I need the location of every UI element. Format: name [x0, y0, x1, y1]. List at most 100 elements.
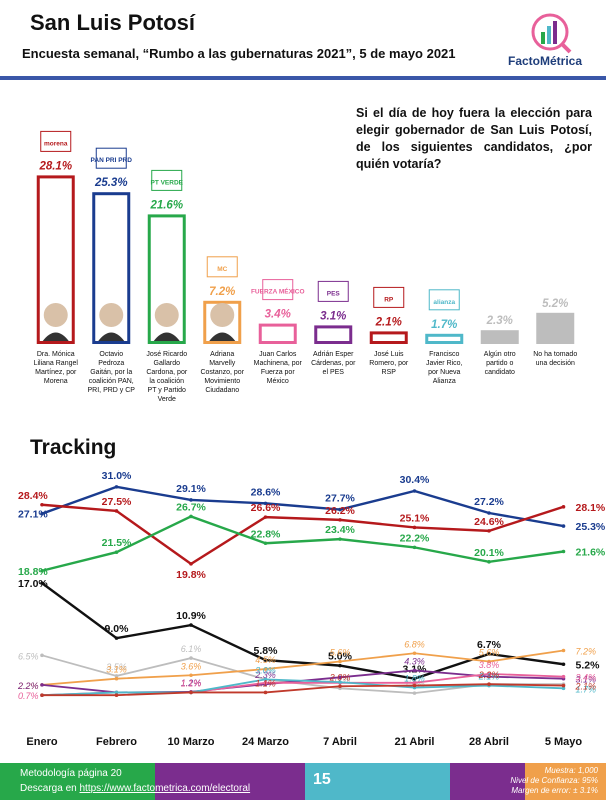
series-point-label: 26.6% — [251, 502, 281, 514]
category-label-line: Pedroza — [98, 360, 124, 367]
party-logo-text: alianza — [433, 299, 455, 306]
series-point-label: 4.3% — [404, 656, 425, 666]
x-tick-label: 24 Marzo — [242, 736, 289, 748]
candidate-body-icon — [42, 332, 69, 341]
party-logo-icon — [206, 256, 238, 278]
series-point — [114, 636, 119, 640]
series-point — [338, 659, 342, 664]
party-logo-icon — [262, 279, 294, 301]
category-label: Dra. Mónica Liliana Rangel Martínez, por Mo… — [34, 351, 79, 385]
category-label-line: Adrián Esper — [313, 351, 354, 358]
x-tick-label: 10 Marzo — [167, 736, 214, 748]
category-label-line: Morena — [44, 378, 68, 385]
tracking-line-chart: 27.1% 31.0% 29.1% 28.6% 27.7% 30.4% 27.2% 25.3%… — [17, 470, 606, 748]
candidate-bar-group: 21.6% PT VERDE José Ricardo Gallardo Cardona… — [146, 169, 188, 403]
series-point-label: 2.0% — [329, 672, 351, 682]
series-point — [40, 683, 44, 687]
party-logo-icon — [40, 130, 72, 152]
candidate-bar — [314, 325, 353, 344]
candidate-bar-chart: 28.1% morena Dra. Mónica Liliana Rangel Mart… — [34, 130, 577, 403]
series-point — [338, 680, 342, 684]
series-point — [189, 623, 193, 627]
category-label-line: Martínez, por — [35, 369, 77, 376]
series-point-label: 21.6% — [576, 547, 606, 559]
page-number: 15 — [313, 771, 331, 788]
candidate-bar-group: 2.1% RP José Luis Romero, por RSP — [369, 286, 409, 376]
x-tick-label: 7 Abril — [323, 736, 357, 748]
confidence-level: Nivel de Confianza: 95% — [510, 776, 598, 785]
category-label-line: Francisco — [429, 351, 459, 358]
series-point-label: 1.2% — [181, 678, 202, 688]
bar-value-label: 3.4% — [265, 309, 291, 321]
series-point-label: 3.1% — [576, 675, 597, 685]
x-tick-label: Febrero — [96, 736, 137, 748]
x-tick-label: 5 Mayo — [545, 736, 583, 748]
footer-color-segment — [525, 763, 606, 800]
series-point-label: 6.1% — [181, 644, 202, 654]
series-point — [338, 675, 342, 680]
series-point-label: 3.5% — [106, 662, 127, 672]
header-rule — [0, 76, 606, 80]
series-point-label: 23.4% — [325, 524, 355, 536]
candidate-bar-group: 3.1% PES Adrián Esper Cárdenas, por el PES — [311, 280, 356, 376]
series-line — [41, 503, 564, 566]
series-point — [561, 648, 566, 653]
series-point — [40, 653, 44, 658]
category-label-line: México — [267, 378, 289, 385]
category-label-line: RSP — [382, 369, 397, 376]
series-point — [114, 509, 119, 513]
candidate-body-icon — [153, 332, 180, 341]
series-point-label: 19.8% — [176, 569, 206, 581]
category-label-line: por Nueva — [428, 369, 460, 376]
category-label-line: José Luis — [374, 351, 404, 358]
series-point — [189, 690, 193, 695]
series-point-label: 3.4% — [576, 673, 597, 683]
series-point-label: 27.2% — [474, 496, 504, 508]
category-label: Algún otro partido o candidato — [484, 351, 516, 376]
candidate-photo-icon — [43, 303, 68, 327]
series-point-label: 3.8% — [479, 660, 500, 670]
sample-size: Muestra: 1,000 — [544, 766, 598, 775]
candidate-bar — [536, 312, 575, 344]
category-label-line: Ciudadano — [205, 387, 239, 394]
download-link[interactable]: https://www.factometrica.com/electoral — [79, 783, 251, 794]
series-point — [40, 581, 44, 585]
candidate-bar — [480, 330, 519, 344]
series-point-label: 2.2% — [17, 681, 39, 691]
party-logo-icon — [373, 286, 405, 308]
category-label-line: candidato — [485, 369, 515, 376]
page-title: San Luis Potosí — [30, 10, 196, 35]
bar-value-label: 3.1% — [320, 310, 346, 322]
series-point — [487, 511, 491, 515]
candidate-body-icon — [209, 332, 236, 341]
series-point — [412, 545, 417, 550]
category-label-line: Algún otro — [484, 351, 516, 358]
bar-value-label: 2.1% — [375, 316, 402, 328]
series-point — [412, 676, 417, 681]
party-logo-text: FUERZA MÉXICO — [251, 287, 305, 296]
category-label-line: Verde — [158, 396, 176, 403]
category-label-line: el PES — [323, 369, 345, 376]
bar-value-label: 7.2% — [209, 286, 235, 298]
series-point-label: 3.0% — [255, 665, 276, 675]
category-label-line: una decisión — [536, 360, 575, 367]
series-point-label: 3.6% — [181, 661, 202, 671]
series-point-label: 27.5% — [102, 496, 132, 508]
series-line — [42, 683, 564, 697]
category-label-line: Fuerza por — [261, 369, 296, 376]
series-point-label: 25.3% — [576, 521, 606, 533]
series-point — [338, 684, 342, 689]
series-point-label: 21.5% — [102, 537, 132, 549]
factometrica-logo — [500, 8, 600, 72]
category-label-line: Octavio — [99, 351, 123, 358]
series-point-label: 7.2% — [576, 647, 597, 657]
footer-color-segment — [450, 763, 525, 800]
survey-stats: Muestra: 1,000 Nivel de Confianza: 95% M… — [470, 766, 598, 796]
series-point-label: 29.1% — [176, 483, 206, 495]
series-point — [338, 663, 342, 668]
series-point-label: 28.1% — [576, 502, 606, 514]
bar-value-label: 21.6% — [149, 199, 183, 211]
bar-value-label: 28.1% — [38, 160, 72, 172]
category-label-line: Cárdenas, por — [311, 360, 356, 367]
logo-icon — [531, 13, 572, 54]
